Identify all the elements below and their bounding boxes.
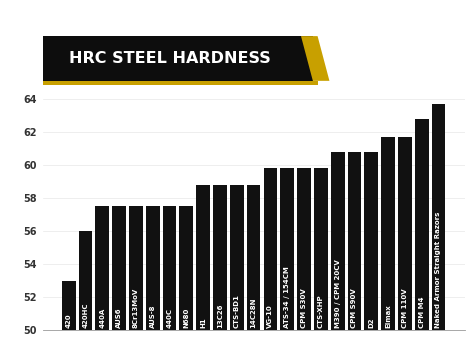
Text: D2: D2: [368, 317, 374, 328]
Text: CPM M4: CPM M4: [419, 296, 425, 328]
Text: CTS-BD1: CTS-BD1: [234, 294, 240, 328]
Text: 440A: 440A: [100, 308, 105, 328]
Text: 420: 420: [66, 313, 72, 328]
Bar: [79, 231, 92, 330]
Text: 13C26: 13C26: [217, 303, 223, 328]
Text: AUS-8: AUS-8: [150, 304, 156, 328]
Text: H1: H1: [200, 317, 206, 328]
Text: 440C: 440C: [166, 308, 173, 328]
Text: HRC STEEL HARDNESS: HRC STEEL HARDNESS: [69, 51, 271, 66]
Text: 14C28N: 14C28N: [251, 297, 256, 328]
Bar: [264, 169, 277, 330]
Text: Naked Armor Straight Razors: Naked Armor Straight Razors: [436, 212, 441, 328]
Text: CPM S30V: CPM S30V: [301, 288, 307, 328]
Text: 8Cr13MoV: 8Cr13MoV: [133, 288, 139, 328]
Bar: [314, 169, 328, 330]
Bar: [62, 281, 76, 330]
Bar: [415, 119, 428, 330]
Bar: [246, 185, 261, 330]
Text: CTS-XHP: CTS-XHP: [318, 294, 324, 328]
Bar: [129, 206, 143, 330]
Bar: [431, 104, 446, 330]
Bar: [297, 169, 311, 330]
Bar: [146, 206, 160, 330]
Bar: [381, 137, 395, 330]
Bar: [196, 185, 210, 330]
Bar: [230, 185, 244, 330]
Bar: [365, 152, 378, 330]
Bar: [163, 206, 176, 330]
Text: 420HC: 420HC: [82, 302, 89, 328]
Text: N680: N680: [183, 308, 190, 328]
Bar: [112, 206, 126, 330]
Text: CPM 110V: CPM 110V: [402, 288, 408, 328]
Text: Elmax: Elmax: [385, 304, 391, 328]
Bar: [347, 152, 361, 330]
Bar: [180, 206, 193, 330]
Text: CPM S90V: CPM S90V: [351, 288, 357, 328]
Bar: [213, 185, 227, 330]
Text: ATS-34 / 154CM: ATS-34 / 154CM: [284, 266, 290, 328]
Text: AUS6: AUS6: [116, 307, 122, 328]
Text: M390 / CPM 20CV: M390 / CPM 20CV: [335, 259, 341, 328]
Bar: [95, 206, 109, 330]
Bar: [331, 152, 345, 330]
Bar: [280, 169, 294, 330]
Bar: [398, 137, 412, 330]
Text: VG-10: VG-10: [267, 304, 273, 328]
